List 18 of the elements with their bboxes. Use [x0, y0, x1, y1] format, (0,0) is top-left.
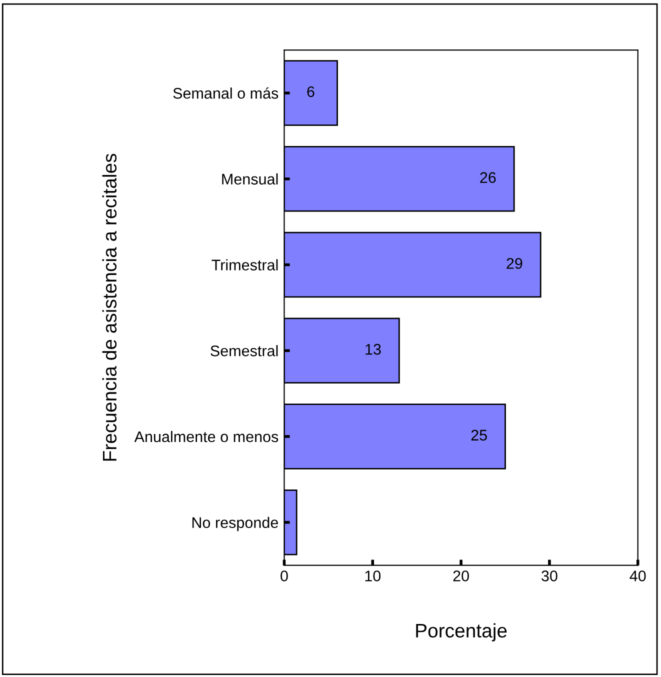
- data-label: 29: [506, 258, 522, 269]
- data-label: 26: [480, 172, 496, 183]
- y-axis-title: Frecuencia de asistencia a recitales: [102, 154, 117, 461]
- x-tick-label: 10: [365, 570, 381, 582]
- y-tick-label: Mensual: [222, 173, 278, 185]
- x-tick-label: 30: [542, 570, 558, 582]
- y-tick-label: Semestral: [210, 345, 278, 356]
- y-tick-label: No responde: [192, 516, 278, 532]
- x-axis-title: Porcentaje: [416, 623, 507, 642]
- data-label: 13: [366, 344, 381, 355]
- x-tick-label: 20: [453, 570, 469, 582]
- x-tick-label: 0: [280, 570, 288, 582]
- y-tick-label: Anualmente o menos: [134, 430, 278, 442]
- data-label: 6: [307, 86, 314, 98]
- y-tick-label: Trimestral: [212, 259, 278, 270]
- y-tick-label: Semanal o más: [173, 87, 278, 99]
- x-tick-label: 40: [630, 570, 646, 582]
- data-label: 25: [471, 430, 487, 441]
